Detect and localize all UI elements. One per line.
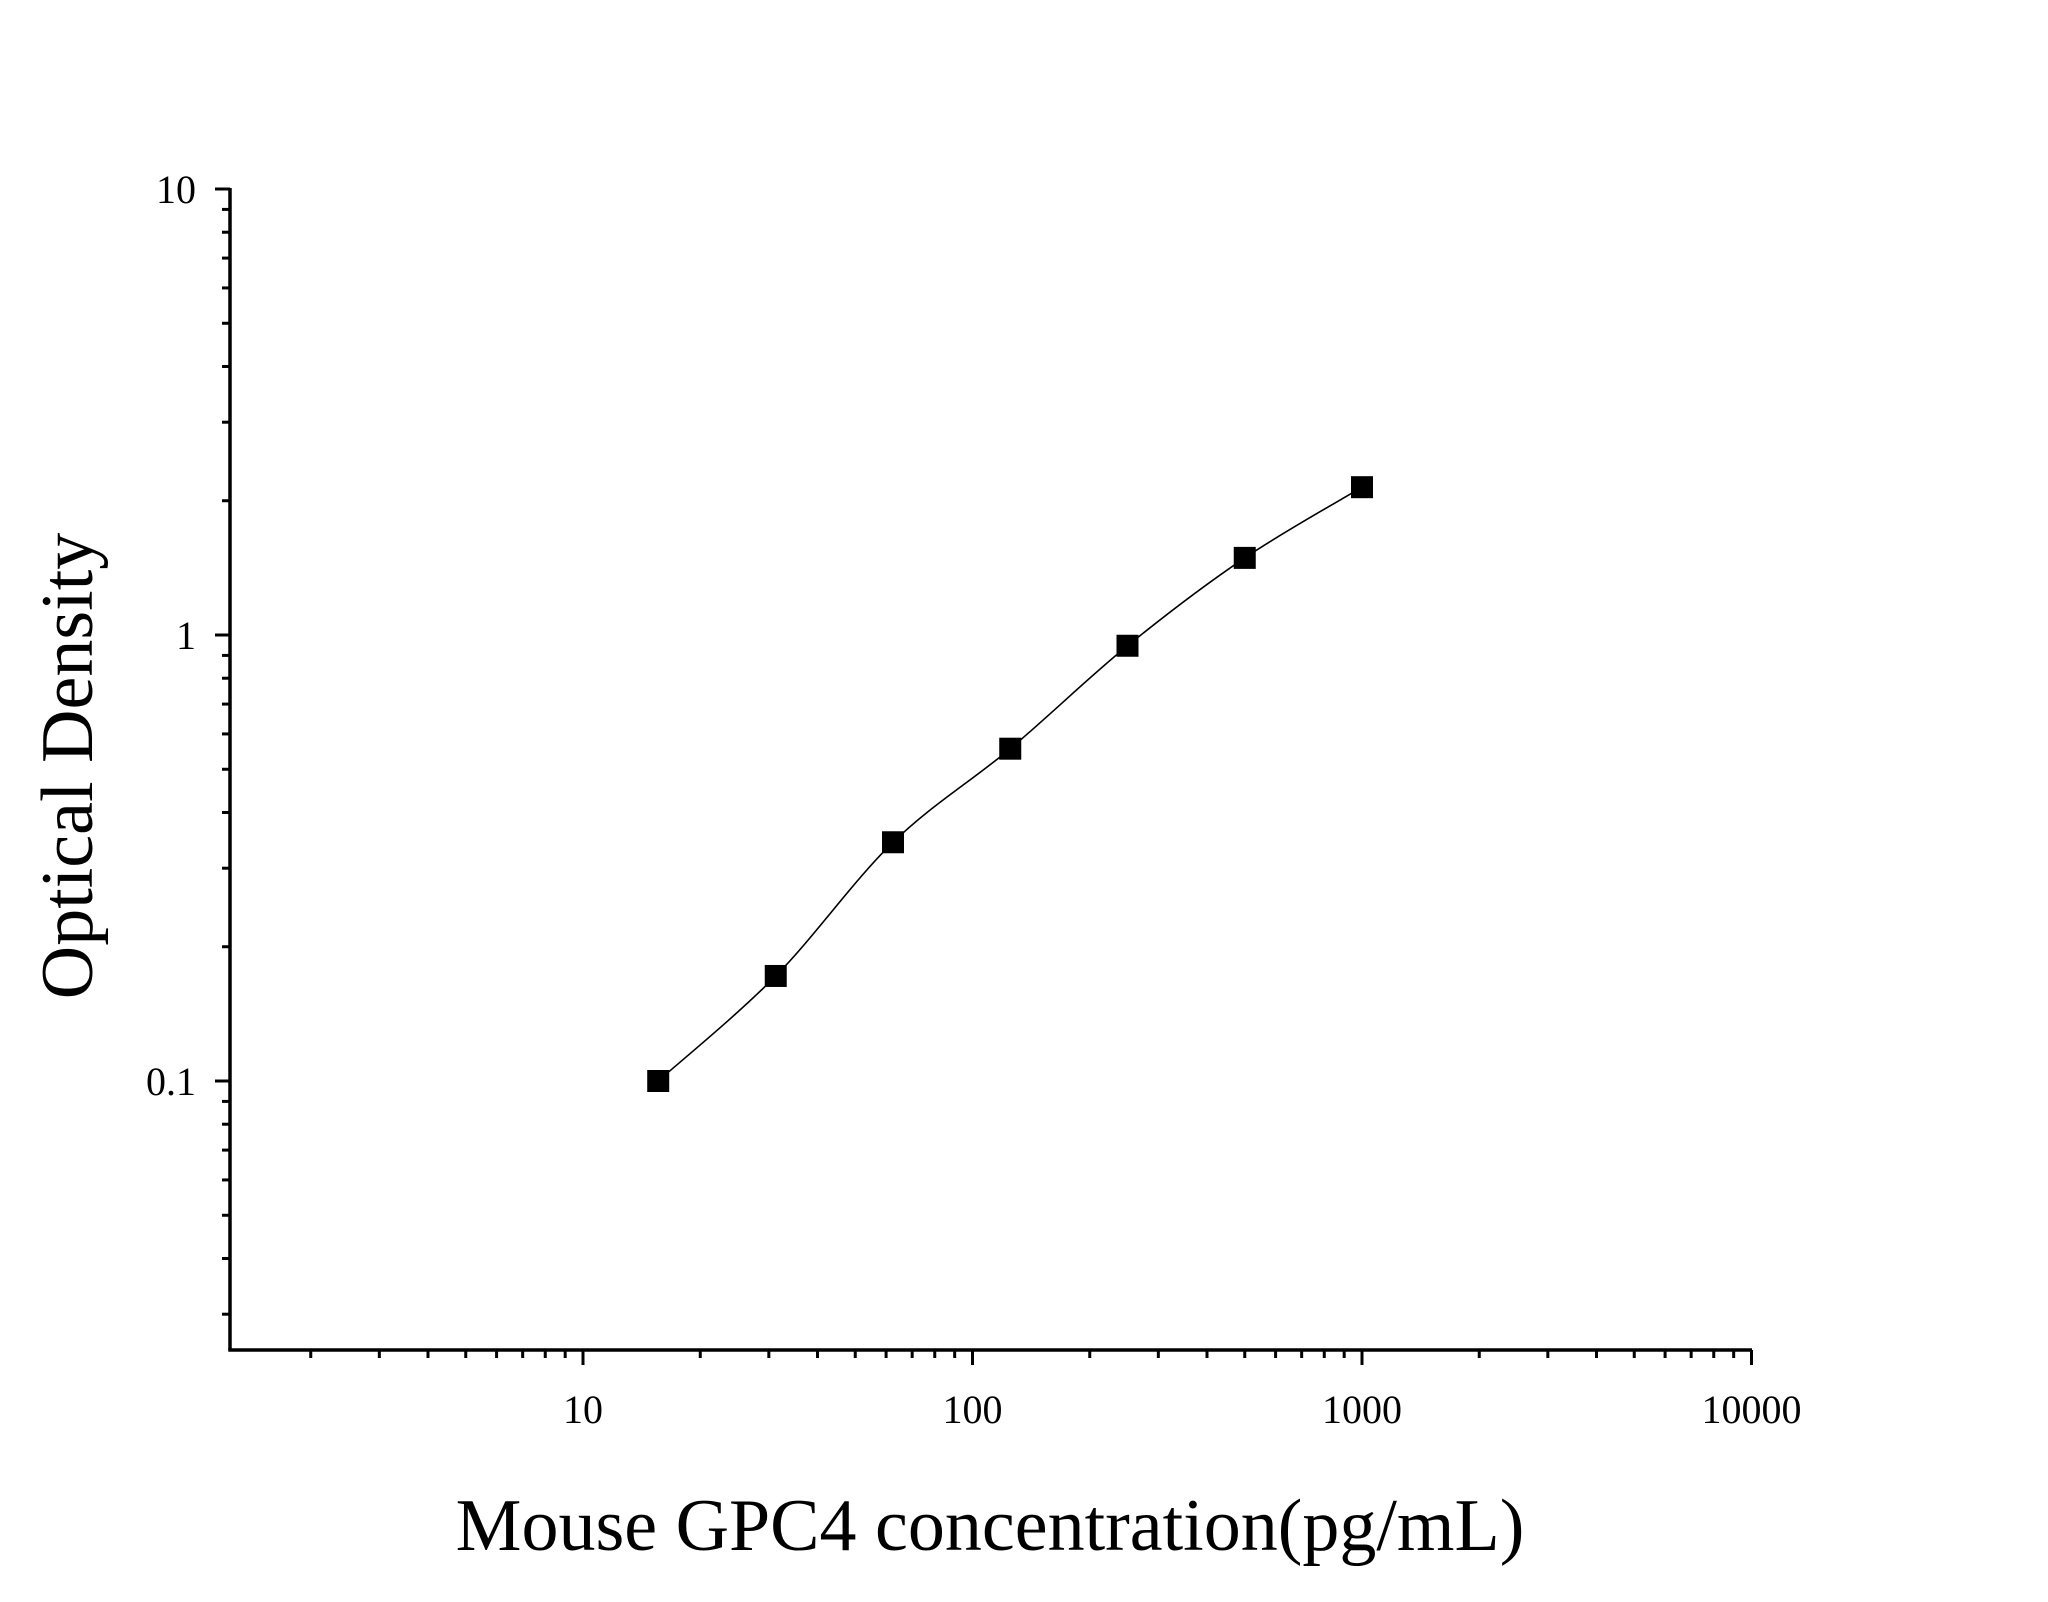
- data-point-marker: [1351, 476, 1373, 499]
- y-tick-label: 10: [156, 167, 196, 212]
- fit-curve: [657, 486, 1363, 1082]
- x-tick-label: 10000: [1702, 1387, 1802, 1432]
- data-point-marker: [764, 964, 787, 987]
- y-tick-label: 1: [176, 613, 196, 658]
- data-point-marker: [647, 1070, 670, 1092]
- data-point-marker: [1233, 546, 1256, 569]
- axis-ticks: 10 100 1000 10000 0.1 1 10: [146, 167, 1802, 1432]
- y-axis-title: Optical Density: [27, 533, 109, 1000]
- y-tick-label: 0.1: [146, 1059, 196, 1104]
- data-point-marker: [1116, 634, 1139, 657]
- x-tick-label: 10: [563, 1387, 603, 1432]
- data-point-marker: [881, 831, 904, 854]
- data-points: [647, 476, 1373, 1092]
- data-point-marker: [999, 737, 1022, 760]
- fit-curve-group: [657, 486, 1363, 1082]
- x-axis-title: Mouse GPC4 concentration(pg/mL): [456, 1485, 1525, 1567]
- x-tick-label: 100: [943, 1387, 1003, 1432]
- x-tick-label: 1000: [1322, 1387, 1402, 1432]
- axes: [228, 188, 1752, 1352]
